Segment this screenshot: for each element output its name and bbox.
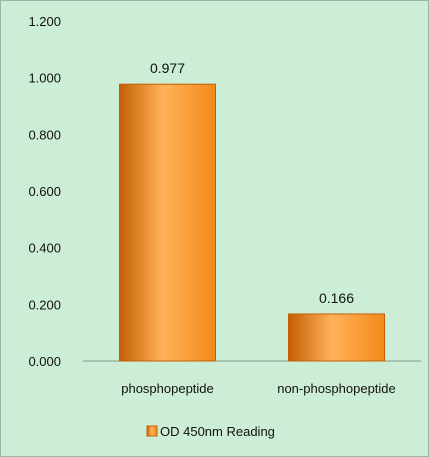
legend-label: OD 450nm Reading: [160, 424, 275, 439]
data-label: 0.977: [150, 60, 185, 76]
y-tick-label: 0.400: [28, 241, 61, 256]
y-axis-ticks: 0.000 0.200 0.400 0.600 0.800 1.000 1.200: [28, 14, 61, 369]
data-label: 0.166: [319, 290, 354, 306]
legend-swatch: [146, 425, 158, 437]
x-category-label: phosphopeptide: [121, 381, 214, 396]
bars: [119, 83, 385, 362]
bar-0: [119, 83, 216, 362]
y-tick-label: 1.200: [28, 14, 61, 29]
y-tick-label: 0.200: [28, 297, 61, 312]
y-tick-label: 0.000: [28, 354, 61, 369]
x-category-label: non-phosphopeptide: [277, 381, 396, 396]
legend: OD 450nm Reading: [146, 424, 275, 439]
y-tick-label: 0.600: [28, 184, 61, 199]
x-axis-labels: phosphopeptide non-phosphopeptide: [121, 381, 396, 396]
data-labels: 0.977 0.166: [150, 60, 354, 306]
y-tick-label: 0.800: [28, 127, 61, 142]
y-tick-label: 1.000: [28, 71, 61, 86]
bar-1: [288, 313, 385, 362]
